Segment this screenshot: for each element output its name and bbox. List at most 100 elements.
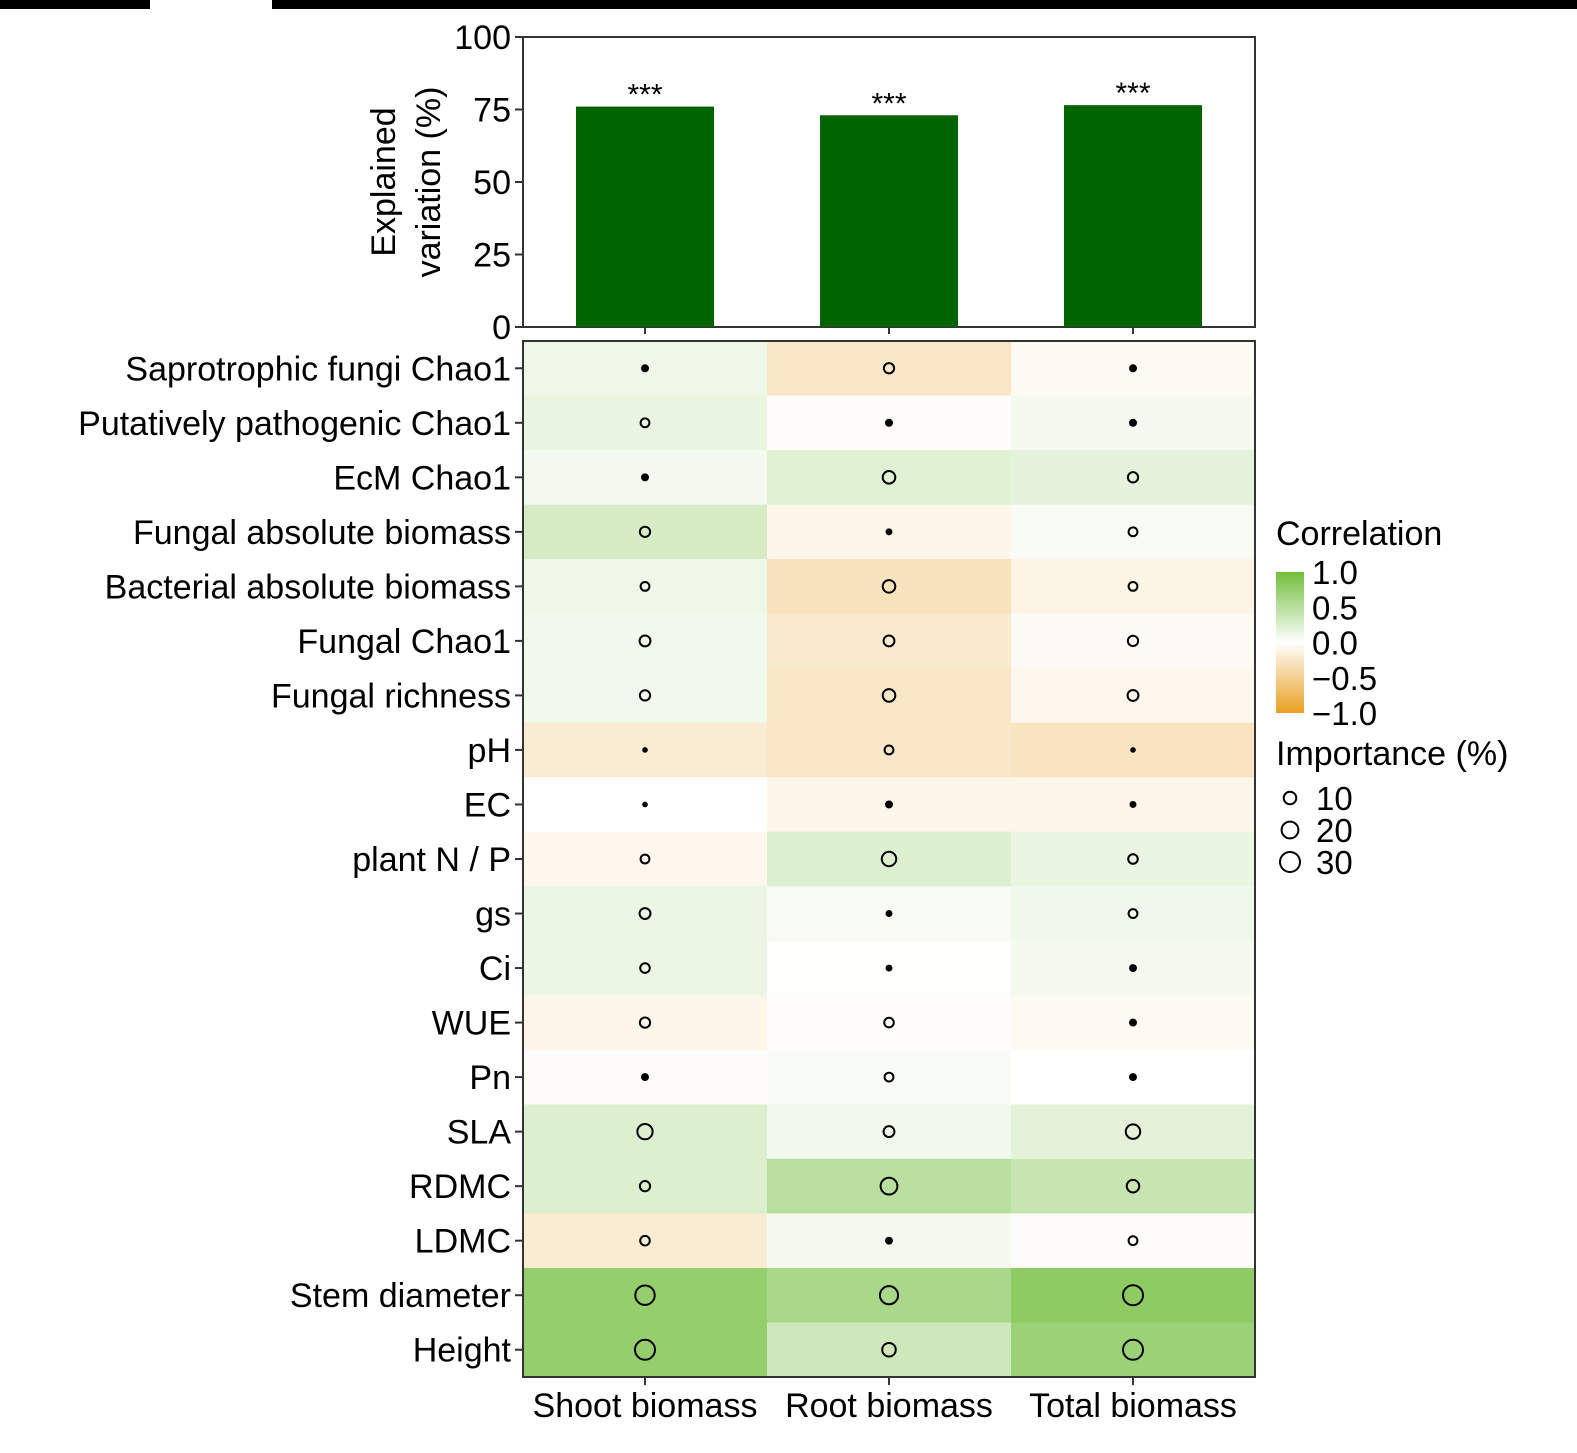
significance-label: *** <box>1115 77 1150 110</box>
importance-dot <box>1127 526 1139 538</box>
importance-dot <box>639 417 651 429</box>
importance-dot <box>1122 1338 1144 1361</box>
importance-dot <box>885 800 893 809</box>
importance-dot <box>880 850 898 868</box>
row-label: LDMC <box>415 1223 511 1261</box>
importance-dot <box>1129 1073 1137 1082</box>
legend-colorbar-tick: 0.5 <box>1312 589 1358 626</box>
legend-size-label: 20 <box>1316 812 1353 849</box>
importance-dot <box>885 1236 893 1245</box>
y-axis-title-line1: Explained <box>365 107 403 256</box>
importance-dot <box>641 364 649 373</box>
heatmap-cell <box>767 341 1012 397</box>
importance-dot <box>1127 853 1139 865</box>
importance-dot <box>639 853 651 865</box>
column-label: Root biomass <box>785 1387 993 1425</box>
y-tick-label: 75 <box>473 92 511 130</box>
heatmap-cell <box>767 1267 1012 1323</box>
row-label: Height <box>413 1332 512 1370</box>
y-tick-label: 0 <box>492 309 511 347</box>
row-label: Putatively pathogenic Chao1 <box>78 405 511 443</box>
row-label: pH <box>468 732 511 770</box>
row-label: plant N / P <box>352 841 511 879</box>
importance-dot <box>881 1341 897 1358</box>
heatmap-cell <box>767 1049 1012 1105</box>
heatmap-cell <box>1011 1158 1256 1214</box>
importance-dot <box>1127 580 1139 592</box>
heatmap-cell <box>1011 1322 1256 1378</box>
legend-colorbar-tick: −0.5 <box>1312 660 1377 697</box>
legend-colorbar-tick: 1.0 <box>1312 554 1358 591</box>
importance-dot <box>1130 747 1136 753</box>
importance-dot <box>638 525 652 538</box>
row-label: Bacterial absolute biomass <box>105 568 511 606</box>
importance-dot <box>883 744 895 756</box>
legend-colorbar-tick: −1.0 <box>1312 695 1377 732</box>
heatmap-cell <box>1011 559 1256 615</box>
row-label: Fungal richness <box>271 677 511 715</box>
heatmap-cell <box>767 559 1012 615</box>
row-label: Fungal absolute biomass <box>133 514 511 552</box>
importance-dot <box>1122 1284 1144 1307</box>
importance-dot <box>639 580 651 592</box>
heatmap-cell <box>1011 1213 1256 1269</box>
importance-dot <box>638 634 652 648</box>
legend-importance-title: Importance (%) <box>1276 735 1508 773</box>
heatmap-cell <box>523 559 768 615</box>
importance-dot <box>638 907 652 920</box>
importance-dot <box>883 1071 895 1083</box>
legend-size-circle <box>1282 790 1298 806</box>
y-tick-label: 50 <box>473 164 511 202</box>
row-label: Stem diameter <box>290 1277 511 1315</box>
importance-dot <box>642 801 648 808</box>
legend: Correlation 1.00.50.0−0.5−1.0 Importance… <box>1276 515 1508 881</box>
importance-dot <box>1126 688 1140 702</box>
heatmap-cell <box>523 1213 768 1269</box>
importance-dot <box>641 1073 649 1082</box>
importance-dot <box>638 1180 652 1193</box>
heatmap-cell <box>523 395 768 451</box>
heatmap-cell <box>523 504 768 560</box>
importance-dot <box>1124 1123 1142 1140</box>
importance-dot <box>882 1125 896 1139</box>
importance-dot <box>641 473 649 482</box>
row-label: Saprotrophic fungi Chao1 <box>125 350 511 388</box>
legend-size-circle <box>1279 851 1301 873</box>
heatmap-cell <box>523 886 768 942</box>
importance-dot <box>879 1176 899 1196</box>
heatmap-cell <box>523 1104 768 1160</box>
importance-dot <box>1126 471 1140 484</box>
importance-dot <box>881 579 897 594</box>
heatmap-cell <box>1011 1104 1256 1160</box>
importance-dot <box>1129 418 1137 427</box>
legend-size-label: 10 <box>1316 780 1353 817</box>
row-label: Ci <box>479 950 511 988</box>
importance-dot <box>639 1234 651 1247</box>
row-label: SLA <box>447 1114 512 1152</box>
row-label: Pn <box>469 1059 511 1097</box>
top-border-right <box>272 0 1577 9</box>
heatmap-cell <box>523 1267 768 1323</box>
importance-dot <box>639 962 651 974</box>
importance-dot <box>638 689 652 702</box>
bar <box>1064 105 1202 328</box>
importance-dot <box>885 910 893 917</box>
heatmap-cell <box>767 613 1012 669</box>
bar <box>576 106 714 327</box>
bar <box>820 115 958 327</box>
heatmap-cell <box>767 668 1012 724</box>
importance-dot <box>885 964 893 972</box>
importance-dot <box>881 470 897 485</box>
importance-dot <box>1129 364 1137 373</box>
importance-dot <box>1129 1018 1137 1027</box>
top-border-left <box>0 0 150 9</box>
heatmap-cell <box>767 1322 1012 1378</box>
heatmap-cell <box>767 722 1012 778</box>
legend-colorbar <box>1276 572 1304 713</box>
importance-dot <box>1127 908 1139 919</box>
heatmap-panel: Saprotrophic fungi Chao1 Putatively patho… <box>78 340 1256 1425</box>
heatmap-cell <box>1011 886 1256 942</box>
legend-colorbar-tick: 0.0 <box>1312 625 1358 662</box>
row-label: WUE <box>432 1005 511 1043</box>
importance-dot <box>634 1338 656 1361</box>
